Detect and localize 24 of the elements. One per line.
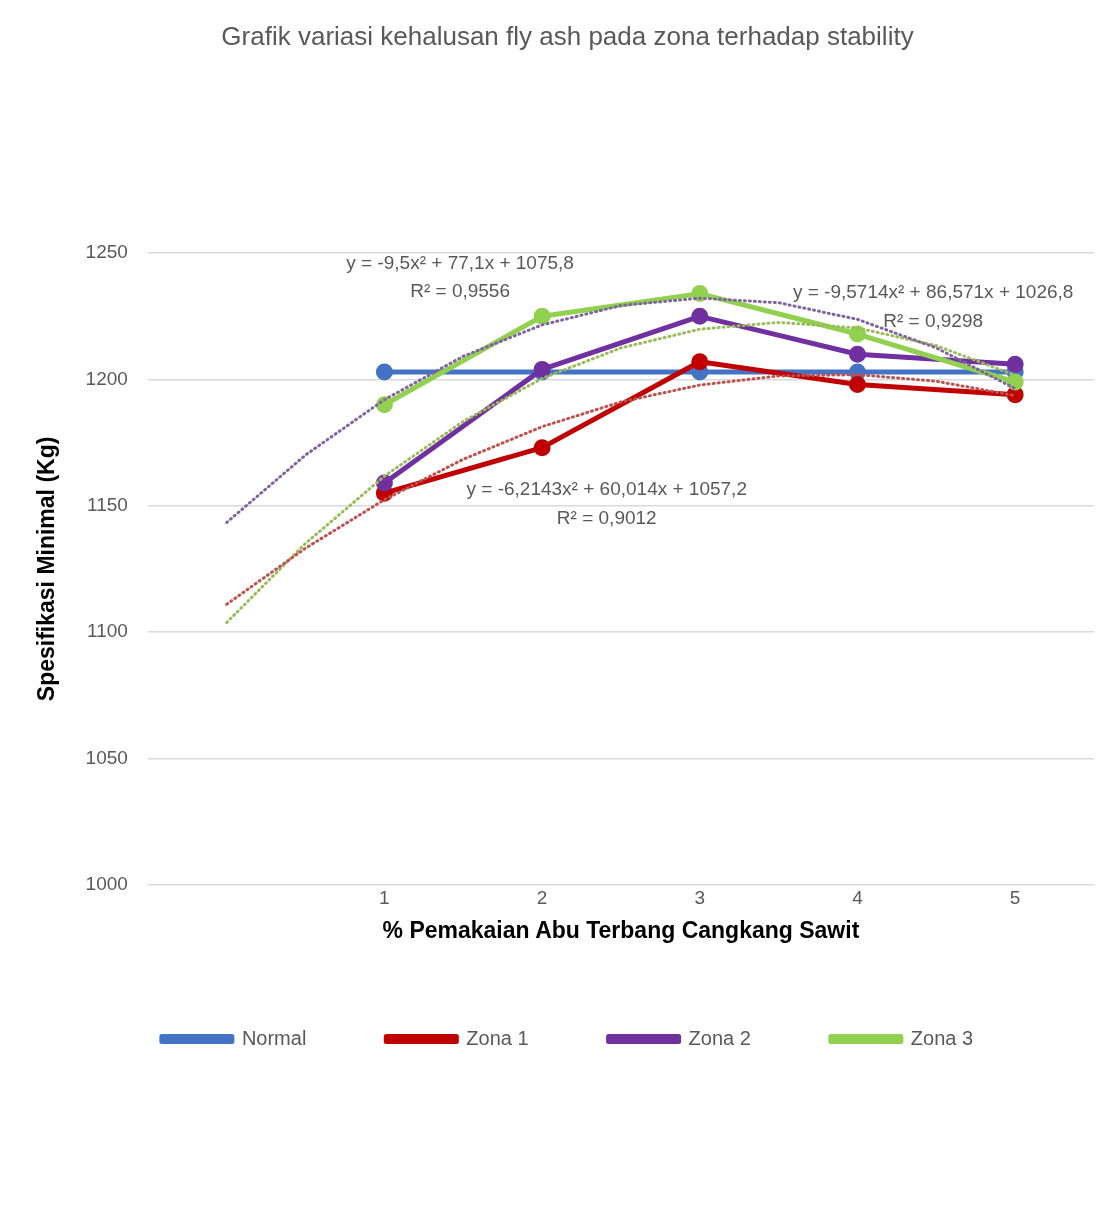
legend-label: Zona 1: [466, 1026, 529, 1049]
x-tick-label: 4: [852, 887, 864, 909]
y-tick-label: 1050: [85, 746, 128, 768]
legend-label: Zona 3: [910, 1026, 974, 1049]
y-tick-label: 1000: [85, 872, 128, 894]
x-tick-label: 5: [1009, 887, 1021, 909]
y-tick-label: 1250: [85, 241, 128, 263]
x-axis-title: % Pemakaian Abu Terbang Cangkang Sawit: [382, 916, 860, 943]
legend-label: Zona 2: [688, 1026, 751, 1049]
y-tick-label: 1200: [85, 367, 128, 389]
annotation: y = -6,2143x² + 60,014x + 1057,2: [466, 478, 747, 500]
x-tick-label: 2: [536, 887, 548, 909]
legend-label: Normal: [241, 1026, 307, 1049]
annotation: y = -9,5x² + 77,1x + 1075,8: [346, 251, 574, 273]
annotation: R² = 0,9012: [556, 506, 657, 528]
annotation: R² = 0,9298: [883, 309, 984, 331]
annotation: R² = 0,9556: [410, 279, 511, 301]
chart-title: Grafik variasi kehalusan fly ash pada zona terhadap stability: [221, 20, 914, 51]
y-tick-label: 1100: [87, 620, 128, 642]
y-tick-label: 1150: [87, 493, 128, 515]
x-tick-label: 3: [694, 887, 706, 909]
y-axis-title: Spesifikasi Minimal (Kg): [33, 436, 60, 702]
annotation: y = -9,5714x² + 86,571x + 1026,8: [792, 280, 1074, 302]
x-tick-label: 1: [379, 887, 390, 909]
